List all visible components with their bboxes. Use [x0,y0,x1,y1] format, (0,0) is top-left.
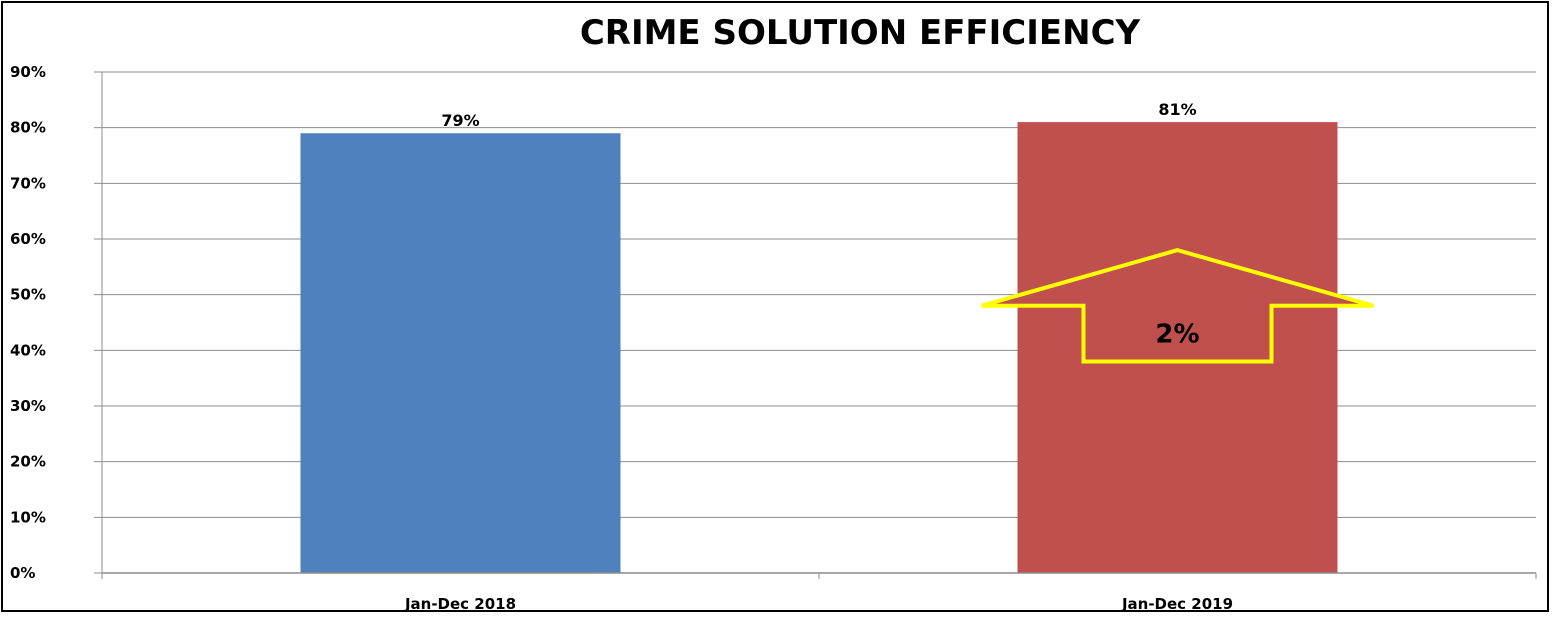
y-tick-label: 60% [10,230,46,248]
y-tick-label: 80% [10,119,46,137]
chart-title: CRIME SOLUTION EFFICIENCY [580,13,1141,53]
x-tick-label: Jan-Dec 2019 [1121,595,1233,613]
x-tick-label: Jan-Dec 2018 [404,595,516,613]
annotation-label: 2% [1155,320,1199,350]
y-tick-label: 40% [10,341,46,359]
data-label: 81% [1158,100,1196,119]
y-tick-label: 0% [10,564,35,582]
y-axis: 0% 10% 20% 30% 40% 50% 60% 70% 80% 90% [10,63,103,582]
y-tick-label: 10% [10,508,46,526]
bar [300,133,621,573]
up-arrow-icon [980,248,1375,364]
data-label: 79% [441,111,479,130]
y-tick-label: 30% [10,397,46,415]
x-axis: Jan-Dec 2018 Jan-Dec 2019 [101,572,1537,613]
annotation: 2% [980,248,1375,364]
y-tick-label: 70% [10,174,46,192]
y-tick-label: 50% [10,286,46,304]
y-tick-label: 20% [10,453,46,471]
y-tick-label: 90% [10,63,46,81]
